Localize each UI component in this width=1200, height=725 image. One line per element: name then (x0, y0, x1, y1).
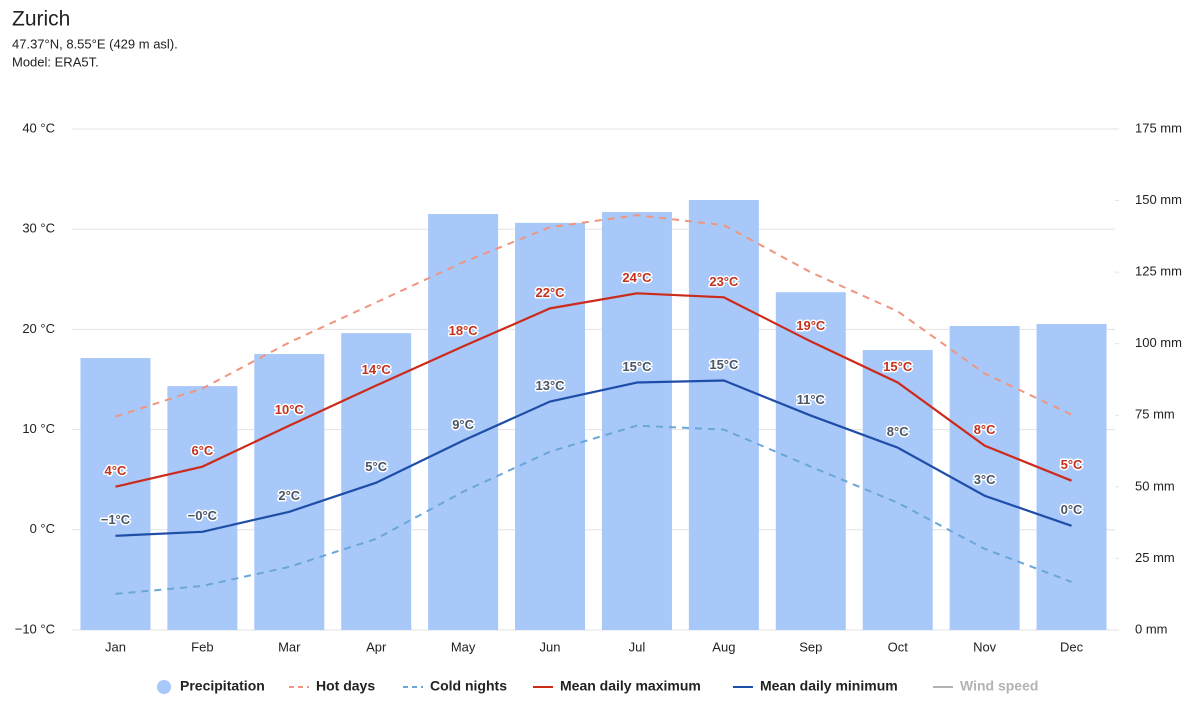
data-label: 15°C (622, 359, 652, 374)
bar (428, 214, 499, 630)
chart-title: Zurich (12, 8, 70, 31)
data-label: 5°C (365, 459, 387, 474)
y2-tick-label: 100 mm (1135, 335, 1182, 350)
data-label: 6°C (191, 443, 213, 458)
bar (1036, 323, 1107, 630)
x-tick-label: Jun (540, 639, 561, 654)
x-tick-label: Nov (973, 639, 997, 654)
data-label: 8°C (974, 422, 996, 437)
data-label: 19°C (796, 318, 826, 333)
bar (862, 350, 933, 630)
y-tick-label: 20 °C (22, 321, 55, 336)
bar (775, 292, 846, 630)
y-tick-label: 40 °C (22, 120, 55, 135)
data-label: −1°C (101, 512, 131, 527)
legend-label: Cold nights (430, 678, 507, 694)
bar (688, 199, 759, 631)
data-label: 5°C (1061, 457, 1083, 472)
x-tick-label: May (451, 639, 476, 654)
bar (515, 222, 586, 630)
line (115, 379, 1072, 537)
bar (949, 325, 1020, 630)
data-label: 2°C (278, 488, 300, 503)
data-label: 22°C (536, 285, 566, 300)
data-label: 4°C (105, 463, 127, 478)
legend-label: Mean daily minimum (760, 678, 898, 694)
line (115, 424, 1072, 595)
line (115, 292, 1072, 488)
y2-tick-label: 25 mm (1135, 550, 1175, 565)
x-tick-label: Feb (191, 639, 213, 654)
y-tick-label: 0 °C (30, 521, 55, 536)
legend-label: Precipitation (180, 678, 265, 694)
x-tick-label: Sep (799, 639, 822, 654)
data-label: −0°C (188, 508, 218, 523)
y2-tick-label: 150 mm (1135, 192, 1182, 207)
y-tick-label: 30 °C (22, 221, 55, 236)
data-label: 14°C (362, 362, 392, 377)
x-tick-label: Apr (366, 639, 387, 654)
line (115, 214, 1072, 418)
data-label: 8°C (887, 424, 909, 439)
x-tick-label: Mar (278, 639, 301, 654)
y2-tick-label: 50 mm (1135, 478, 1175, 493)
data-label: 23°C (709, 274, 739, 289)
legend-label: Hot days (316, 678, 375, 694)
y2-tick-label: 0 mm (1135, 621, 1168, 636)
data-label: 13°C (536, 378, 566, 393)
bar (167, 386, 238, 630)
y2-tick-label: 75 mm (1135, 407, 1175, 422)
y-tick-label: −10 °C (15, 621, 55, 636)
x-tick-label: Jul (629, 639, 646, 654)
chart-subtitle: Model: ERA5T. (12, 54, 99, 69)
x-tick-label: Jan (105, 639, 126, 654)
data-label: 15°C (709, 357, 739, 372)
data-label: 11°C (797, 392, 826, 407)
y-tick-label: 10 °C (22, 421, 55, 436)
y2-tick-label: 125 mm (1135, 264, 1182, 279)
data-label: 0°C (1061, 502, 1083, 517)
legend-marker (157, 680, 171, 694)
legend-label: Mean daily maximum (560, 678, 701, 694)
y2-tick-label: 175 mm (1135, 120, 1182, 135)
data-label: 18°C (449, 323, 479, 338)
data-label: 15°C (883, 359, 913, 374)
chart-subtitle: 47.37°N, 8.55°E (429 m asl). (12, 36, 178, 51)
data-label: 9°C (452, 417, 474, 432)
bar (254, 354, 325, 630)
data-label: 24°C (622, 270, 652, 285)
data-label: 3°C (974, 472, 996, 487)
bar (80, 358, 151, 630)
bar (601, 212, 672, 630)
data-label: 10°C (275, 402, 305, 417)
x-tick-label: Aug (712, 639, 735, 654)
x-tick-label: Oct (888, 639, 909, 654)
legend-label: Wind speed (960, 678, 1038, 694)
x-tick-label: Dec (1060, 639, 1084, 654)
